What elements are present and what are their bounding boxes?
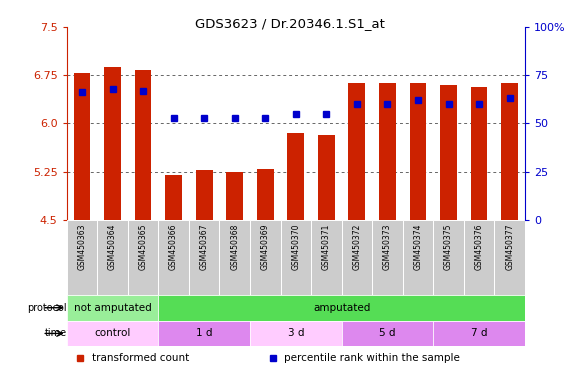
Bar [433,321,525,346]
Text: time: time [45,328,67,338]
Text: GSM450369: GSM450369 [261,223,270,270]
Text: GSM450371: GSM450371 [322,223,331,270]
Text: 7 d: 7 d [471,328,487,338]
Bar [158,321,250,346]
Bar [257,169,274,220]
Bar [342,220,372,295]
Text: GSM450365: GSM450365 [139,223,147,270]
Bar [440,85,457,220]
Bar [67,295,158,321]
Text: GSM450368: GSM450368 [230,223,239,270]
Text: 3 d: 3 d [288,328,304,338]
Text: GSM450372: GSM450372 [353,223,361,270]
Bar [196,170,212,220]
Bar [189,220,219,295]
Bar [342,321,433,346]
Bar [372,220,403,295]
Bar [281,220,311,295]
Bar [409,83,426,220]
Text: GSM450377: GSM450377 [505,223,514,270]
Text: not amputated: not amputated [74,303,151,313]
Bar [219,220,250,295]
Text: GSM450364: GSM450364 [108,223,117,270]
Bar [67,321,158,346]
Bar [250,220,281,295]
Bar [74,73,90,220]
Bar [135,70,151,220]
Bar [379,83,396,220]
Text: GSM450370: GSM450370 [291,223,300,270]
Bar [226,172,243,220]
Text: GSM450367: GSM450367 [200,223,209,270]
Text: percentile rank within the sample: percentile rank within the sample [284,353,460,363]
Text: transformed count: transformed count [92,353,189,363]
Text: GSM450375: GSM450375 [444,223,453,270]
Text: GSM450374: GSM450374 [414,223,422,270]
Text: amputated: amputated [313,303,370,313]
Bar [433,220,464,295]
Bar [158,295,525,321]
Bar [97,220,128,295]
Bar [104,68,121,220]
Text: protocol: protocol [27,303,67,313]
Text: GSM450363: GSM450363 [78,223,86,270]
Text: 1 d: 1 d [196,328,212,338]
Bar [165,175,182,220]
Bar [494,220,525,295]
Bar [349,83,365,220]
Text: GSM450376: GSM450376 [474,223,484,270]
Bar [158,220,189,295]
Bar [311,220,342,295]
Bar [318,135,335,220]
Bar [128,220,158,295]
Bar [67,220,97,295]
Text: GDS3623 / Dr.20346.1.S1_at: GDS3623 / Dr.20346.1.S1_at [195,17,385,30]
Text: control: control [95,328,130,338]
Text: 5 d: 5 d [379,328,396,338]
Bar [501,83,518,220]
Text: GSM450366: GSM450366 [169,223,178,270]
Bar [464,220,494,295]
Bar [250,321,342,346]
Text: GSM450373: GSM450373 [383,223,392,270]
Bar [403,220,433,295]
Bar [288,133,304,220]
Bar [471,87,487,220]
